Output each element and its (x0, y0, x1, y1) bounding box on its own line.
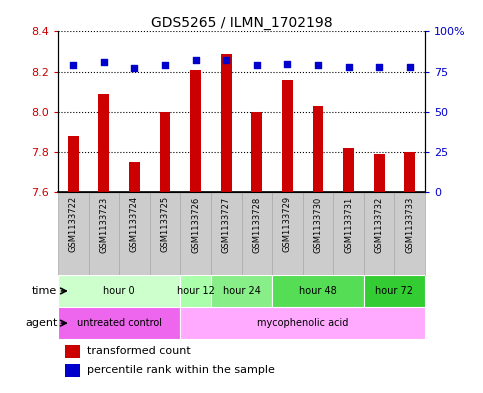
Bar (303, 192, 333, 275)
Bar (272, 192, 303, 275)
Text: time: time (32, 286, 57, 296)
Bar (160, 112, 170, 192)
Bar (190, 70, 201, 192)
Bar (65, 345, 80, 358)
Bar (211, 275, 272, 307)
Bar (180, 275, 211, 307)
Point (253, 62, 261, 68)
Bar (65, 364, 80, 377)
Text: hour 72: hour 72 (375, 286, 413, 296)
Bar (374, 154, 384, 192)
Bar (129, 162, 140, 192)
Point (222, 57, 230, 64)
Bar (282, 80, 293, 192)
Bar (364, 192, 395, 275)
Text: hour 0: hour 0 (103, 286, 135, 296)
Text: untreated control: untreated control (77, 318, 162, 328)
Text: percentile rank within the sample: percentile rank within the sample (87, 365, 275, 375)
Text: GSM1133731: GSM1133731 (344, 196, 353, 253)
Bar (58, 192, 88, 275)
Point (406, 64, 413, 70)
Point (345, 64, 353, 70)
Point (375, 64, 383, 70)
Text: GSM1133725: GSM1133725 (160, 196, 170, 252)
Bar (99, 94, 109, 192)
Bar (364, 275, 425, 307)
Point (314, 62, 322, 68)
Text: GSM1133723: GSM1133723 (99, 196, 108, 253)
Text: GSM1133730: GSM1133730 (313, 196, 323, 253)
Point (130, 65, 138, 72)
Bar (68, 136, 79, 192)
Text: hour 48: hour 48 (299, 286, 337, 296)
Point (70, 62, 77, 68)
Text: mycophenolic acid: mycophenolic acid (257, 318, 348, 328)
Text: agent: agent (25, 318, 57, 328)
Title: GDS5265 / ILMN_1702198: GDS5265 / ILMN_1702198 (151, 17, 332, 30)
Point (161, 62, 169, 68)
Point (284, 61, 291, 67)
Text: GSM1133724: GSM1133724 (130, 196, 139, 252)
Bar (211, 192, 242, 275)
Bar (58, 307, 180, 339)
Bar (343, 148, 354, 192)
Point (192, 57, 199, 64)
Bar (180, 192, 211, 275)
Bar (180, 307, 425, 339)
Text: GSM1133726: GSM1133726 (191, 196, 200, 253)
Bar (272, 275, 364, 307)
Bar (150, 192, 180, 275)
Text: hour 24: hour 24 (223, 286, 260, 296)
Text: hour 12: hour 12 (177, 286, 214, 296)
Bar (313, 106, 323, 192)
Bar (119, 192, 150, 275)
Bar (221, 53, 231, 192)
Text: GSM1133728: GSM1133728 (252, 196, 261, 253)
Bar (88, 192, 119, 275)
Text: GSM1133727: GSM1133727 (222, 196, 231, 253)
Bar (395, 192, 425, 275)
Text: transformed count: transformed count (87, 346, 191, 356)
Point (100, 59, 108, 65)
Bar (58, 275, 180, 307)
Text: GSM1133729: GSM1133729 (283, 196, 292, 252)
Text: GSM1133733: GSM1133733 (405, 196, 414, 253)
Bar (404, 152, 415, 192)
Bar (333, 192, 364, 275)
Text: GSM1133722: GSM1133722 (69, 196, 78, 252)
Bar (252, 112, 262, 192)
Text: GSM1133732: GSM1133732 (375, 196, 384, 253)
Bar (242, 192, 272, 275)
